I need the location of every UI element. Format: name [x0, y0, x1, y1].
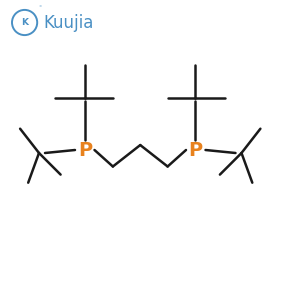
Text: Kuujia: Kuujia [44, 14, 94, 32]
Text: K: K [21, 18, 28, 27]
Text: P: P [78, 140, 93, 160]
Text: °: ° [39, 5, 42, 10]
Text: P: P [188, 140, 202, 160]
